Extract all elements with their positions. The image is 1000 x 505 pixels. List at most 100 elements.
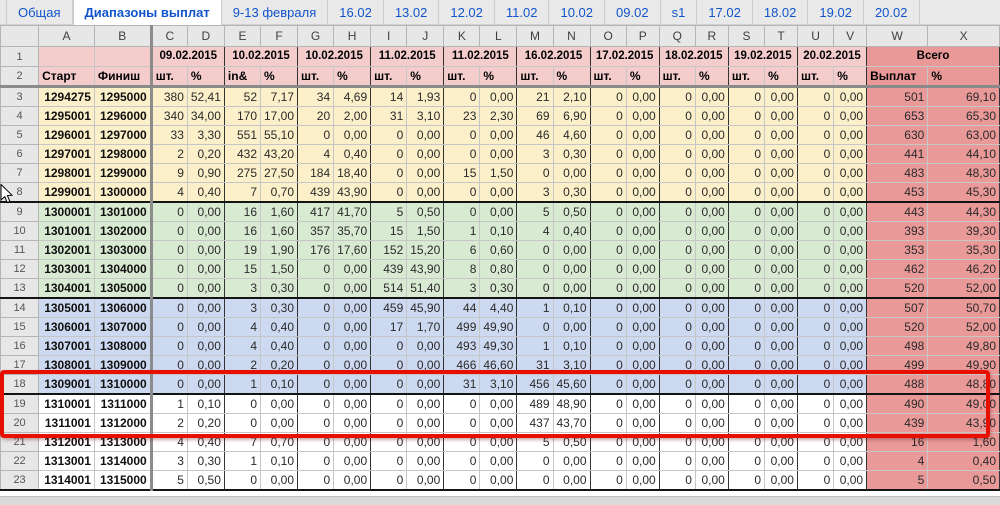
cell-w11[interactable]: 353 — [866, 240, 929, 260]
cell-j9[interactable]: 0,50 — [406, 201, 445, 222]
cell-a14[interactable]: 1305001 — [38, 297, 95, 318]
cell-b1[interactable] — [93, 46, 153, 67]
cell-a15[interactable]: 1306001 — [38, 317, 95, 337]
cell-g3[interactable]: 34 — [297, 86, 335, 107]
cell-k8[interactable]: 0 — [443, 182, 481, 203]
column-header-m[interactable]: M — [516, 25, 554, 47]
cell-t19[interactable]: 0,00 — [764, 393, 798, 414]
cell-k23[interactable]: 0 — [443, 470, 481, 491]
cell-j20[interactable]: 0,00 — [406, 413, 445, 433]
cell-j13[interactable]: 51,40 — [406, 278, 445, 299]
cell-o22[interactable]: 0 — [589, 451, 627, 471]
sheet-tab-3[interactable]: 16.02 — [328, 0, 384, 24]
cell-j3[interactable]: 1,93 — [406, 86, 445, 107]
cell-h3[interactable]: 4,69 — [333, 86, 372, 107]
cell-v22[interactable]: 0,00 — [833, 451, 868, 471]
column-header-t[interactable]: T — [764, 25, 798, 47]
cell-p5[interactable]: 0,00 — [625, 125, 660, 145]
column-header-f[interactable]: F — [259, 25, 299, 47]
cell-l16[interactable]: 49,30 — [479, 336, 518, 356]
cell-k9[interactable]: 0 — [443, 201, 481, 222]
cell-s6[interactable]: 0 — [727, 144, 766, 164]
cell-n16[interactable]: 0,10 — [552, 336, 591, 356]
cell-h22[interactable]: 0,00 — [333, 451, 372, 471]
cell-o11[interactable]: 0 — [589, 240, 627, 260]
cell-m5[interactable]: 46 — [516, 125, 554, 145]
cell-a11[interactable]: 1302001 — [38, 240, 95, 260]
subheader-s[interactable]: шт. — [727, 66, 766, 88]
cell-d19[interactable]: 0,10 — [186, 393, 225, 414]
cell-m17[interactable]: 31 — [516, 355, 554, 375]
cell-x8[interactable]: 45,30 — [927, 182, 1000, 203]
cell-v3[interactable]: 0,00 — [833, 86, 868, 107]
cell-e13[interactable]: 3 — [223, 278, 262, 299]
cell-f10[interactable]: 1,60 — [259, 221, 299, 241]
cell-m7[interactable]: 0 — [516, 163, 554, 183]
sheet-tab-6[interactable]: 11.02 — [495, 0, 550, 24]
cell-k17[interactable]: 466 — [443, 355, 481, 375]
cell-h23[interactable]: 0,00 — [333, 470, 372, 491]
cell-o17[interactable]: 0 — [589, 355, 627, 375]
cell-s4[interactable]: 0 — [727, 106, 766, 126]
cell-r3[interactable]: 0,00 — [694, 86, 729, 107]
cell-f22[interactable]: 0,10 — [259, 451, 299, 471]
cell-q15[interactable]: 0 — [658, 317, 696, 337]
cell-a19[interactable]: 1310001 — [38, 393, 95, 414]
cell-f14[interactable]: 0,30 — [259, 297, 299, 318]
cell-r13[interactable]: 0,00 — [694, 278, 729, 299]
cell-e5[interactable]: 551 — [223, 125, 262, 145]
cell-v19[interactable]: 0,00 — [833, 393, 868, 414]
cell-s18[interactable]: 0 — [727, 374, 766, 395]
cell-m3[interactable]: 21 — [516, 86, 554, 107]
cell-c13[interactable]: 0 — [150, 278, 188, 299]
cell-n17[interactable]: 3,10 — [552, 355, 591, 375]
cell-x19[interactable]: 49,00 — [927, 393, 1000, 414]
cell-d20[interactable]: 0,20 — [186, 413, 225, 433]
cell-t15[interactable]: 0,00 — [764, 317, 798, 337]
sheet-tab-8[interactable]: 09.02 — [605, 0, 661, 24]
cell-t10[interactable]: 0,00 — [764, 221, 798, 241]
cell-m18[interactable]: 456 — [516, 374, 554, 395]
cell-o23[interactable]: 0 — [589, 470, 627, 491]
cell-k4[interactable]: 23 — [443, 106, 481, 126]
date-group-1[interactable]: 10.02.2015 — [223, 46, 299, 67]
cell-o13[interactable]: 0 — [589, 278, 627, 299]
cell-c22[interactable]: 3 — [150, 451, 188, 471]
cell-j22[interactable]: 0,00 — [406, 451, 445, 471]
subheader-v[interactable]: % — [833, 66, 868, 88]
cell-x18[interactable]: 48,80 — [927, 374, 1000, 395]
row-header-14[interactable]: 14 — [0, 297, 40, 318]
column-header-d[interactable]: D — [186, 25, 225, 47]
cell-c15[interactable]: 0 — [150, 317, 188, 337]
cell-s15[interactable]: 0 — [727, 317, 766, 337]
row-header-17[interactable]: 17 — [0, 355, 40, 375]
cell-a8[interactable]: 1299001 — [38, 182, 95, 203]
subheader-w[interactable]: Выплат — [866, 66, 929, 88]
cell-t5[interactable]: 0,00 — [764, 125, 798, 145]
cell-a1[interactable] — [38, 46, 95, 67]
cell-c23[interactable]: 5 — [150, 470, 188, 491]
cell-u16[interactable]: 0 — [796, 336, 835, 356]
cell-w3[interactable]: 501 — [866, 86, 929, 107]
cell-x9[interactable]: 44,30 — [927, 201, 1000, 222]
date-group-9[interactable]: 20.02.2015 — [796, 46, 868, 67]
cell-v10[interactable]: 0,00 — [833, 221, 868, 241]
cell-i13[interactable]: 514 — [370, 278, 408, 299]
row-header-20[interactable]: 20 — [0, 413, 40, 433]
cell-q19[interactable]: 0 — [658, 393, 696, 414]
row-header-4[interactable]: 4 — [0, 106, 40, 126]
cell-s14[interactable]: 0 — [727, 297, 766, 318]
cell-h14[interactable]: 0,00 — [333, 297, 372, 318]
cell-n15[interactable]: 0,00 — [552, 317, 591, 337]
cell-j23[interactable]: 0,00 — [406, 470, 445, 491]
cell-b17[interactable]: 1309000 — [93, 355, 153, 375]
cell-x20[interactable]: 43,90 — [927, 413, 1000, 433]
column-header-c[interactable]: C — [150, 25, 188, 47]
cell-m9[interactable]: 5 — [516, 201, 554, 222]
cell-i7[interactable]: 0 — [370, 163, 408, 183]
cell-r8[interactable]: 0,00 — [694, 182, 729, 203]
cell-n8[interactable]: 0,30 — [552, 182, 591, 203]
column-header-e[interactable]: E — [223, 25, 262, 47]
cell-f7[interactable]: 27,50 — [259, 163, 299, 183]
cell-x23[interactable]: 0,50 — [927, 470, 1000, 491]
